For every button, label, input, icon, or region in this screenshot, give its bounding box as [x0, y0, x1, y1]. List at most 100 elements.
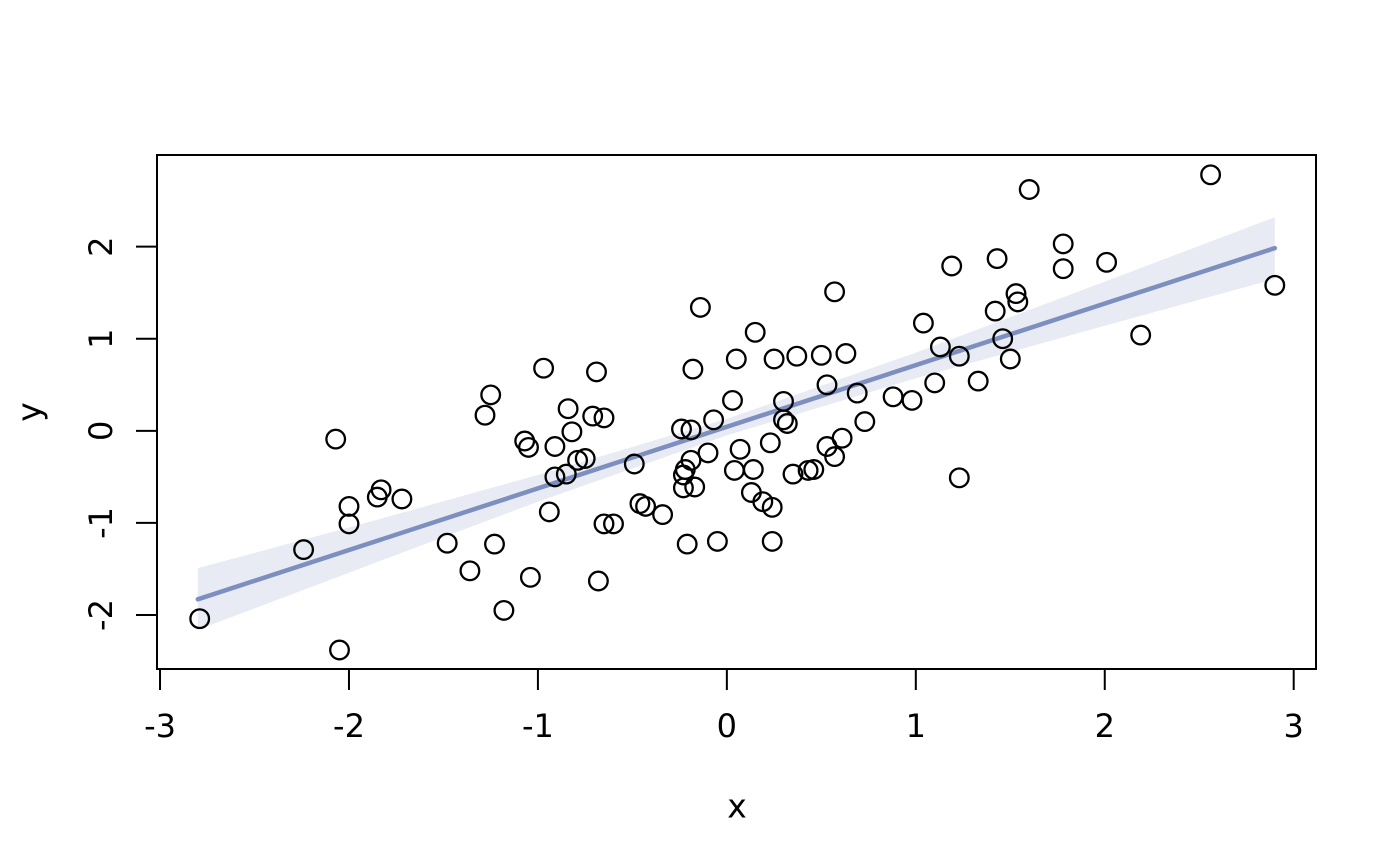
data-point: [567, 449, 589, 471]
x-tick-label: 2: [1095, 707, 1115, 745]
data-point: [561, 421, 583, 443]
x-axis-title: x: [727, 786, 747, 826]
data-point: [493, 599, 515, 621]
data-point: [293, 539, 315, 561]
data-point: [912, 312, 934, 334]
data-point: [325, 428, 347, 450]
data-point: [329, 639, 350, 661]
data-point: [370, 479, 392, 501]
data-point: [941, 255, 963, 277]
data-point: [967, 370, 989, 392]
data-point: [725, 348, 747, 370]
data-point: [533, 357, 555, 379]
data-point: [986, 248, 1008, 270]
y-tick-label: -1: [82, 507, 120, 539]
x-tick-label: 1: [906, 707, 926, 745]
data-point: [635, 495, 657, 517]
data-point: [984, 300, 1006, 322]
data-point: [854, 411, 876, 433]
data-point: [623, 453, 645, 475]
data-point: [676, 533, 698, 555]
data-point: [538, 501, 560, 523]
data-point: [1007, 291, 1029, 313]
data-point: [671, 418, 692, 440]
data-point: [782, 463, 804, 485]
data-point: [689, 296, 711, 318]
data-point: [835, 343, 857, 364]
data-point: [742, 459, 764, 480]
x-tick-label: 0: [717, 707, 737, 745]
data-point: [593, 513, 615, 535]
data-point: [882, 386, 904, 408]
data-point: [338, 495, 360, 517]
data-point: [480, 384, 502, 406]
data-point: [831, 427, 853, 449]
data-point: [1096, 251, 1118, 273]
data-point: [992, 328, 1014, 350]
data-point: [338, 513, 360, 535]
data-point: [586, 361, 607, 383]
data-point: [680, 449, 702, 471]
data-point: [474, 404, 496, 426]
data-point: [999, 348, 1021, 370]
data-point: [557, 398, 579, 420]
y-tick-label: 1: [82, 329, 120, 349]
data-point: [803, 459, 825, 480]
data-point: [773, 390, 794, 412]
data-point: [948, 467, 970, 489]
data-point: [723, 459, 745, 481]
regression-line: [195, 245, 1278, 602]
data-point: [1200, 164, 1222, 186]
data-point: [729, 438, 751, 460]
data-point: [436, 532, 458, 554]
data-point: [587, 570, 609, 592]
plot-border: [156, 154, 1317, 670]
data-point: [846, 382, 868, 404]
data-point: [706, 530, 728, 552]
data-point: [722, 389, 743, 411]
data-point: [824, 281, 846, 303]
y-tick-label: 0: [82, 421, 120, 441]
data-point: [810, 344, 832, 366]
data-point: [459, 560, 481, 582]
y-axis-title: y: [9, 402, 49, 422]
data-point: [703, 409, 725, 431]
y-tick-label: -2: [82, 599, 120, 631]
data-point: [680, 419, 702, 441]
data-point: [761, 530, 783, 552]
data-point: [593, 407, 615, 429]
data-point: [924, 372, 946, 394]
x-tick-label: -1: [522, 707, 554, 745]
data-point: [574, 448, 596, 469]
data-point: [682, 358, 704, 380]
y-tick-label: 2: [82, 236, 120, 256]
data-point: [652, 504, 674, 526]
data-point: [948, 345, 970, 367]
data-point: [544, 436, 566, 457]
data-point: [763, 348, 785, 370]
data-point: [603, 513, 624, 535]
data-point: [544, 466, 566, 488]
data-point: [1052, 233, 1074, 255]
data-point: [1052, 258, 1074, 280]
data-point: [1018, 179, 1040, 200]
data-point: [684, 476, 706, 498]
data-point: [518, 436, 539, 458]
data-point: [776, 413, 798, 434]
data-point: [901, 389, 923, 411]
data-point: [1130, 324, 1152, 346]
data-point: [1264, 274, 1286, 296]
data-point: [761, 496, 783, 518]
data-point: [824, 446, 846, 468]
data-point: [519, 566, 541, 588]
data-point: [929, 336, 951, 358]
x-tick-label: -2: [333, 707, 365, 745]
data-point: [189, 608, 211, 630]
data-point: [484, 533, 505, 555]
data-point: [786, 345, 808, 367]
data-point: [582, 405, 604, 427]
data-point: [391, 488, 413, 510]
x-tick-label: 3: [1284, 707, 1304, 745]
